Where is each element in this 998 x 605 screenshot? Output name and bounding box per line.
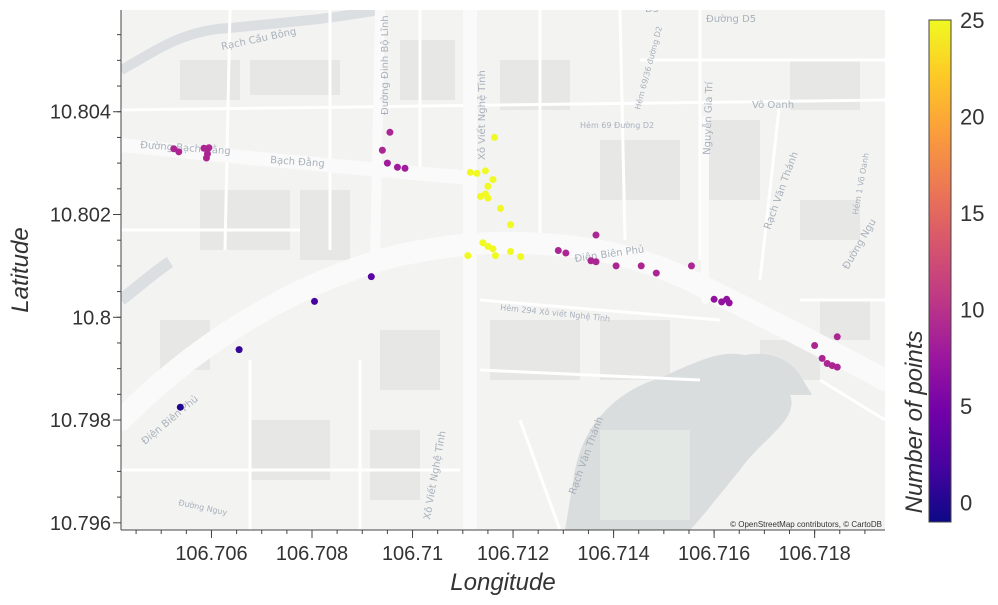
data-point bbox=[464, 252, 472, 260]
scatter-points bbox=[170, 128, 841, 411]
map-label: Võ Oanh bbox=[752, 100, 794, 111]
x-tick-label: 106.716 bbox=[678, 543, 750, 565]
data-point bbox=[710, 295, 718, 303]
data-point bbox=[235, 346, 243, 354]
data-point bbox=[175, 148, 183, 156]
y-tick-label: 10.804 bbox=[50, 102, 111, 124]
x-minor-ticks bbox=[135, 530, 866, 534]
colorbar-tick-label: 0 bbox=[960, 491, 972, 516]
y-tick-label: 10.8 bbox=[72, 307, 111, 329]
y-minor-ticks bbox=[117, 34, 121, 498]
data-point bbox=[496, 204, 504, 212]
colorbar-tick-label: 20 bbox=[960, 105, 984, 130]
data-point bbox=[489, 176, 497, 184]
map-label: Bạch Đằng bbox=[270, 153, 325, 170]
main-roads bbox=[121, 10, 885, 530]
x-tick-label: 106.708 bbox=[276, 543, 348, 565]
data-point bbox=[489, 245, 497, 253]
data-point bbox=[833, 363, 841, 371]
map-label: Hẻm 69 Đường D2 bbox=[580, 120, 654, 130]
data-point bbox=[170, 145, 178, 153]
data-point bbox=[592, 258, 600, 266]
colorbar: 0 5 10 15 20 25 Number of points bbox=[901, 8, 984, 523]
data-point bbox=[311, 297, 319, 305]
data-point bbox=[473, 169, 481, 177]
x-tick-label: 106.718 bbox=[778, 543, 850, 565]
data-point bbox=[507, 221, 515, 229]
colorbar-tick-label: 5 bbox=[960, 394, 972, 419]
map-label: Xô Viết Nghệ Tĩnh bbox=[476, 70, 488, 160]
data-point bbox=[367, 273, 375, 281]
colorbar-tick-label: 15 bbox=[960, 201, 984, 226]
data-point bbox=[517, 253, 525, 261]
x-tick-label: 106.714 bbox=[577, 543, 649, 565]
data-point bbox=[205, 144, 213, 152]
x-tick-label: 106.706 bbox=[175, 543, 247, 565]
data-point bbox=[476, 193, 484, 201]
x-ticks: 106.706 106.708 106.71 106.712 106.714 106.71… bbox=[175, 530, 851, 565]
minor-roads bbox=[121, 10, 885, 530]
colorbar-tick-label: 25 bbox=[960, 8, 984, 33]
data-point bbox=[725, 299, 733, 307]
colorbar-title: Number of points bbox=[901, 331, 928, 514]
axes: 106.706 106.708 106.71 106.712 106.714 106.71… bbox=[50, 10, 885, 565]
data-point bbox=[378, 146, 386, 154]
data-point bbox=[811, 342, 819, 350]
y-ticks: 10.796 10.798 10.8 10.802 10.804 bbox=[50, 102, 121, 535]
y-tick-label: 10.798 bbox=[50, 410, 111, 432]
map-attribution: © OpenStreetMap contributors, © CartoDB bbox=[730, 520, 882, 529]
data-point bbox=[652, 269, 660, 277]
data-point bbox=[484, 182, 492, 190]
map-label: Đường D5 bbox=[706, 13, 756, 25]
data-point bbox=[637, 262, 645, 270]
x-tick-label: 106.712 bbox=[477, 543, 549, 565]
x-tick-label: 106.71 bbox=[382, 543, 443, 565]
data-point bbox=[484, 194, 492, 202]
data-point bbox=[481, 167, 489, 175]
data-point bbox=[592, 231, 600, 239]
colorbar-tick-label: 10 bbox=[960, 298, 984, 323]
canal-left bbox=[121, 256, 174, 305]
map-label: Đường Đinh Bộ Lĩnh bbox=[379, 15, 391, 115]
x-axis-label: Longitude bbox=[450, 569, 555, 596]
park bbox=[600, 430, 690, 520]
data-point bbox=[386, 128, 394, 136]
data-point bbox=[554, 246, 562, 254]
data-point bbox=[507, 248, 515, 256]
data-point bbox=[479, 239, 487, 247]
data-point bbox=[401, 164, 409, 172]
map-label: Nguyễn Gia Trí bbox=[700, 80, 716, 155]
data-point bbox=[490, 133, 498, 141]
y-tick-label: 10.802 bbox=[50, 205, 111, 227]
data-point bbox=[562, 249, 570, 257]
data-point bbox=[687, 262, 695, 270]
data-point bbox=[833, 333, 841, 341]
data-point bbox=[491, 252, 499, 260]
y-tick-label: 10.796 bbox=[50, 513, 111, 535]
y-axis-label: Latitude bbox=[7, 227, 34, 312]
map-label: D5 bbox=[645, 4, 659, 15]
lake-east bbox=[745, 353, 812, 395]
colorbar-ticks: 0 5 10 15 20 25 bbox=[960, 8, 984, 516]
colorbar-gradient bbox=[928, 19, 952, 523]
data-point bbox=[612, 262, 620, 270]
data-point bbox=[176, 403, 184, 411]
data-point bbox=[200, 144, 208, 152]
data-point bbox=[393, 163, 401, 171]
data-point bbox=[383, 159, 391, 167]
data-point bbox=[202, 154, 210, 162]
data-point bbox=[818, 354, 826, 362]
data-point bbox=[466, 168, 474, 176]
map-tiles: Rạch Cầu Bông D5 Đường D5 Đường Đinh Bộ … bbox=[121, 4, 885, 530]
